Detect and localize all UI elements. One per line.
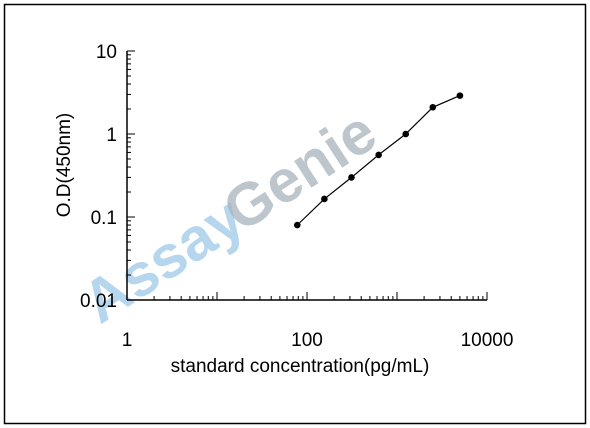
y-tick-label: 0.1 (91, 208, 117, 229)
data-point (429, 103, 437, 111)
x-tick-label: 100 (291, 330, 323, 351)
x-axis-label: standard concentration(pg/mL) (171, 356, 430, 377)
y-tick-label: 0.01 (80, 291, 117, 312)
data-point (402, 130, 410, 138)
data-point (348, 174, 355, 181)
ticks (126, 50, 488, 301)
y-axis-label: O.D(450nm) (54, 113, 75, 218)
data-point (375, 151, 382, 159)
x-tick-label: 10000 (461, 330, 514, 351)
data-point (321, 195, 328, 203)
data-point (293, 221, 301, 229)
y-tick-label: 1 (106, 125, 117, 146)
series-points (293, 92, 464, 229)
y-tick-label: 10 (96, 42, 117, 63)
data-point (456, 92, 464, 99)
outer-border (3, 3, 587, 425)
x-tick-label: 1 (122, 330, 133, 351)
